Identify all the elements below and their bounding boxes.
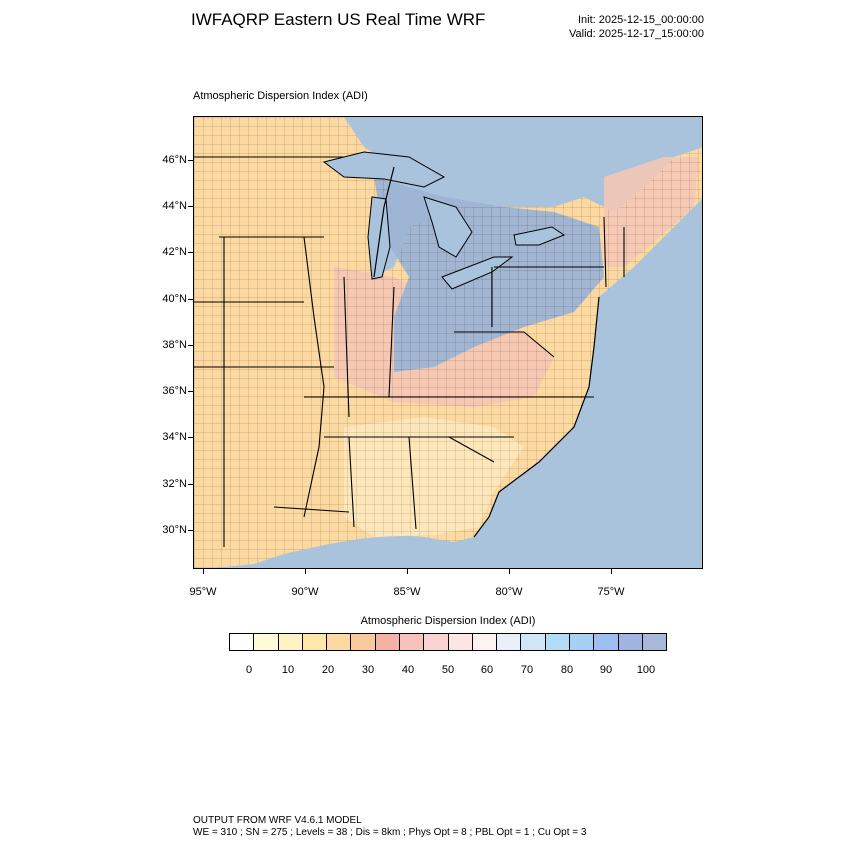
colorbar-swatch: [230, 634, 255, 650]
lon-tick: [611, 569, 612, 574]
lat-tick: [188, 484, 193, 485]
adi-map-graphic: [194, 117, 702, 568]
colorbar-label: 90: [599, 664, 613, 676]
lat-tick: [188, 160, 193, 161]
lon-label-80w: 80°W: [495, 586, 523, 598]
lat-label-44n: 44°N: [162, 200, 187, 212]
lat-label-36n: 36°N: [162, 385, 187, 397]
lat-tick: [188, 345, 193, 346]
colorbar-swatch: [254, 634, 279, 650]
lake-huron: [423, 196, 473, 258]
map-subtitle: Atmospheric Dispersion Index (ADI): [193, 90, 368, 102]
lon-tick: [305, 569, 306, 574]
lon-label-90w: 90°W: [291, 586, 319, 598]
lat-label-40n: 40°N: [162, 293, 187, 305]
state-boundaries: [194, 156, 625, 547]
colorbar-swatch: [545, 634, 570, 650]
colorbar-label: 100: [636, 664, 656, 676]
colorbar-label: 40: [401, 664, 415, 676]
lake-ontario: [513, 226, 566, 246]
county-boundaries: [194, 117, 702, 568]
lat-tick: [188, 437, 193, 438]
colorbar: [229, 633, 667, 651]
run-times: Init: 2025-12-15_00:00:00 Valid: 2025-12…: [520, 13, 704, 41]
lat-tick: [188, 299, 193, 300]
lon-label-75w: 75°W: [597, 586, 625, 598]
lat-tick: [188, 530, 193, 531]
lake-erie: [441, 256, 514, 290]
lon-tick: [509, 569, 510, 574]
model-footer: OUTPUT FROM WRF V4.6.1 MODEL WE = 310 ; …: [193, 815, 586, 839]
colorbar-swatch: [278, 634, 303, 650]
colorbar-label: 50: [441, 664, 455, 676]
colorbar-swatch: [497, 634, 522, 650]
lat-label-46n: 46°N: [162, 154, 187, 166]
colorbar-swatch: [399, 634, 425, 650]
colorbar-swatch: [569, 634, 595, 650]
colorbar-swatch: [424, 634, 449, 650]
valid-time: Valid: 2025-12-17_15:00:00: [569, 28, 704, 40]
coastline: [373, 166, 600, 538]
colorbar-swatch: [472, 634, 498, 650]
colorbar-swatch: [448, 634, 473, 650]
colorbar-label: 70: [520, 664, 534, 676]
colorbar-swatch: [375, 634, 400, 650]
lat-label-38n: 38°N: [162, 339, 187, 351]
colorbar-swatch: [327, 634, 352, 650]
colorbar-label: 10: [281, 664, 295, 676]
lon-tick: [407, 569, 408, 574]
colorbar-label: 0: [245, 664, 253, 676]
lon-label-95w: 95°W: [189, 586, 217, 598]
init-time: Init: 2025-12-15_00:00:00: [578, 14, 704, 26]
model-settings: WE = 310 ; SN = 275 ; Levels = 38 ; Dis …: [193, 827, 587, 838]
lat-tick: [188, 206, 193, 207]
colorbar-swatch: [618, 634, 643, 650]
colorbar-swatch: [351, 634, 376, 650]
lat-tick: [188, 252, 193, 253]
model-version: OUTPUT FROM WRF V4.6.1 MODEL: [193, 815, 362, 826]
colorbar-swatch: [521, 634, 546, 650]
colorbar-title: Atmospheric Dispersion Index (ADI): [360, 615, 536, 627]
adi-map: [193, 116, 703, 569]
colorbar-swatch: [642, 634, 667, 650]
lat-label-34n: 34°N: [162, 431, 187, 443]
lat-tick: [188, 391, 193, 392]
lat-label-32n: 32°N: [162, 478, 187, 490]
colorbar-label: 80: [560, 664, 574, 676]
colorbar-label: 60: [480, 664, 494, 676]
colorbar-label: 20: [321, 664, 335, 676]
lake-superior: [322, 151, 446, 188]
colorbar-label: 30: [361, 664, 375, 676]
colorbar-swatch: [302, 634, 328, 650]
lat-label-30n: 30°N: [162, 524, 187, 536]
lon-tick: [203, 569, 204, 574]
lon-label-85w: 85°W: [393, 586, 421, 598]
colorbar-swatch: [594, 634, 619, 650]
main-title: IWFAQRP Eastern US Real Time WRF: [191, 10, 486, 29]
lat-label-42n: 42°N: [162, 246, 187, 258]
